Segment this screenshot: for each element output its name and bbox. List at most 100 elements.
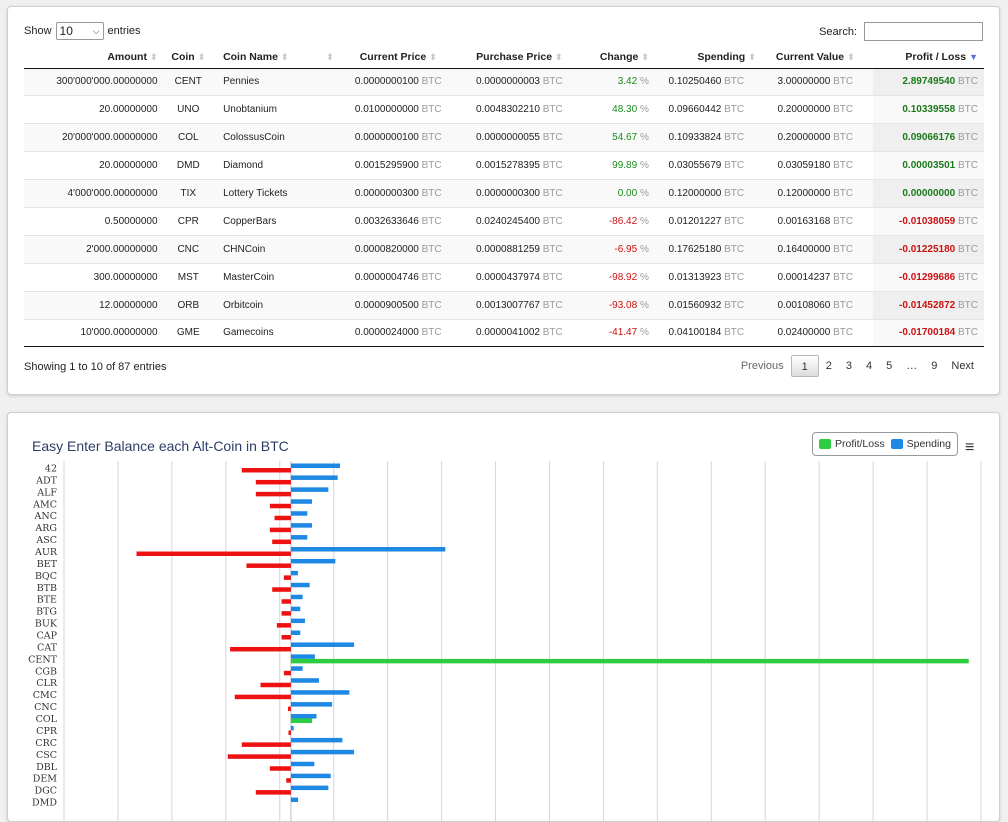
column-header[interactable]: Coin⬍: [164, 47, 218, 68]
purchase-price-value: 0.0000000300: [476, 188, 540, 199]
profit-loss-bar: [288, 730, 290, 735]
table-cell: -0.01038059 BTC: [873, 207, 984, 235]
page-button[interactable]: 2: [819, 355, 839, 377]
profit-loss-bar: [137, 552, 291, 557]
page-button[interactable]: 3: [839, 355, 859, 377]
amount-value: 4'000'000.00000000: [68, 188, 158, 199]
coin-name: ColossusCoin: [223, 132, 285, 143]
current-value-value: 0.00014237: [777, 272, 830, 283]
amount-value: 300'000'000.00000000: [56, 76, 157, 87]
profit-loss-bar: [282, 599, 291, 604]
coin-name: CopperBars: [223, 216, 276, 227]
purchase-price-value: 0.0000000055: [476, 132, 540, 143]
search-control: Search:: [819, 22, 983, 41]
profit-loss-bar: [272, 540, 291, 545]
previous-button[interactable]: Previous: [734, 355, 791, 377]
table-cell: 3.00000000 BTC: [762, 68, 873, 96]
category-tick-label: BTE: [37, 595, 57, 606]
legend-item-spending[interactable]: Spending: [891, 438, 951, 450]
column-header[interactable]: Purchase Price⬍: [461, 47, 582, 68]
profit-loss-bar: [256, 790, 291, 795]
percent-label: %: [640, 76, 649, 87]
purchase-price-value: 0.0000041002: [476, 327, 540, 338]
column-header[interactable]: Current Value⬍: [762, 47, 873, 68]
purchase-price-value: 0.0000881259: [476, 244, 540, 255]
unit-label: BTC: [724, 104, 744, 115]
table-cell: 0.00014237 BTC: [762, 263, 873, 291]
unit-label: BTC: [543, 76, 563, 87]
table-cell: 0.0000881259 BTC: [461, 235, 582, 263]
spending-value: 0.10250460: [669, 76, 722, 87]
entries-select[interactable]: 10 ⌵: [56, 22, 104, 40]
spending-bar: [291, 786, 328, 791]
category-tick-label: DEM: [33, 774, 58, 785]
column-header[interactable]: Current Price⬍: [340, 47, 461, 68]
profit-loss-value: -0.01299686: [899, 272, 955, 283]
percent-label: %: [640, 300, 649, 311]
page-button[interactable]: 4: [859, 355, 879, 377]
table-cell: 0.01201227 BTC: [655, 207, 762, 235]
category-tick-label: 42: [45, 464, 57, 475]
spending-bar: [291, 583, 310, 588]
change-value: -6.95: [614, 244, 637, 255]
current-price-value: 0.0000000100: [355, 132, 419, 143]
table-cell: 0.12000000 BTC: [655, 180, 762, 208]
column-header[interactable]: Amount⬍: [24, 47, 164, 68]
hamburger-menu-icon[interactable]: ≡: [965, 443, 979, 453]
unit-label: BTC: [422, 300, 442, 311]
table-cell: [316, 207, 340, 235]
legend-label-spending: Spending: [907, 438, 951, 450]
unit-label: BTC: [724, 327, 744, 338]
purchase-price-value: 0.0240245400: [476, 216, 540, 227]
page-button[interactable]: 1: [791, 355, 819, 377]
percent-label: %: [640, 216, 649, 227]
current-value-value: 3.00000000: [777, 76, 830, 87]
change-value: -98.92: [609, 272, 637, 283]
profit-loss-bar: [270, 766, 291, 771]
table-cell: 300.00000000: [24, 263, 164, 291]
table-cell: 0.01560932 BTC: [655, 291, 762, 319]
column-header[interactable]: Spending⬍: [655, 47, 762, 68]
table-cell: CENT: [164, 68, 218, 96]
page-button[interactable]: 9: [924, 355, 944, 377]
page-button[interactable]: 5: [879, 355, 899, 377]
profit-loss-bar: [291, 659, 969, 664]
category-tick-label: CAP: [36, 631, 57, 642]
next-button[interactable]: Next: [944, 355, 981, 377]
pagination-ellipsis: …: [899, 355, 924, 377]
table-cell: [316, 291, 340, 319]
table-cell: -86.42 %: [582, 207, 655, 235]
column-header[interactable]: Profit / Loss▼: [873, 47, 984, 68]
profit-loss-bar: [228, 754, 291, 759]
table-cell: 0.20000000 BTC: [762, 124, 873, 152]
column-header[interactable]: ⬍: [316, 47, 340, 68]
profit-loss-value: -0.01452872: [899, 300, 955, 311]
purchase-price-value: 0.0000000003: [476, 76, 540, 87]
search-input[interactable]: [864, 22, 983, 41]
chart-title: Easy Enter Balance each Alt-Coin in BTC: [32, 438, 289, 454]
table-cell: 0.0048302210 BTC: [461, 96, 582, 124]
column-header[interactable]: Coin Name⬍: [217, 47, 316, 68]
spending-bar: [291, 499, 312, 504]
unit-label: BTC: [724, 244, 744, 255]
table-cell: Lottery Tickets: [217, 180, 316, 208]
column-header[interactable]: Change⬍: [582, 47, 655, 68]
coin-symbol: CNC: [177, 244, 199, 255]
profit-loss-bar: [282, 635, 291, 640]
spending-bar: [291, 464, 340, 469]
legend-item-profit-loss[interactable]: Profit/Loss: [819, 438, 885, 450]
length-label-post: entries: [108, 25, 141, 37]
unit-label: BTC: [724, 188, 744, 199]
table-cell: 0.0000900500 BTC: [340, 291, 461, 319]
